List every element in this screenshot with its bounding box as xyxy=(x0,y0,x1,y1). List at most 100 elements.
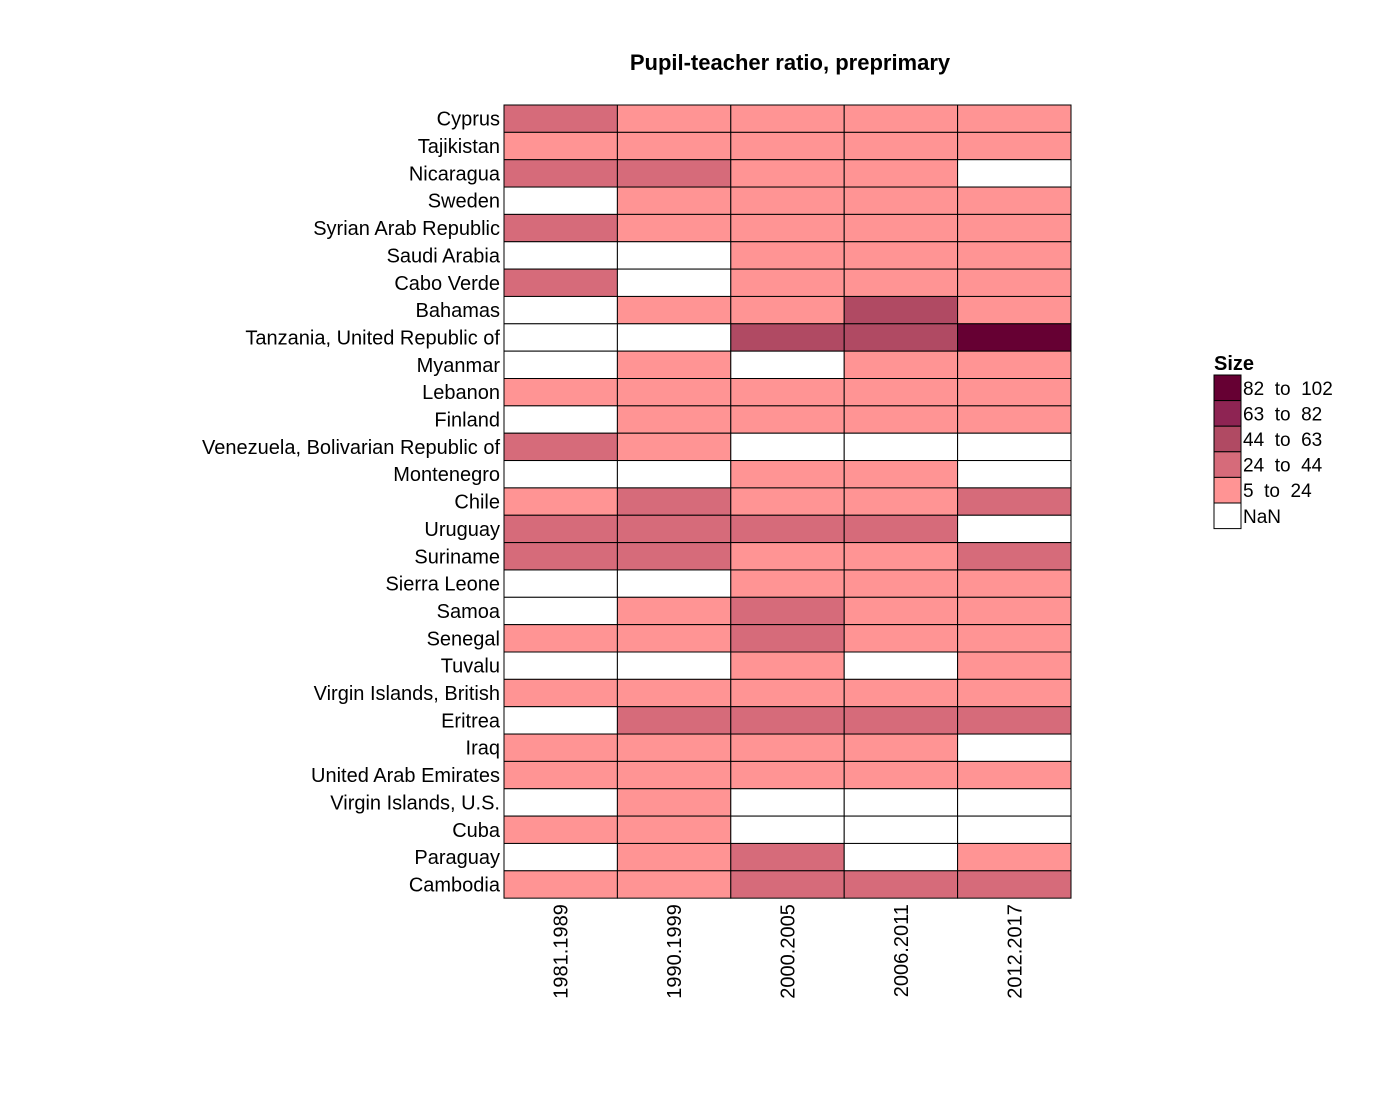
heatmap-cell xyxy=(730,323,845,352)
row-label: Eritrea xyxy=(441,710,501,732)
legend-swatch xyxy=(1213,476,1242,504)
heatmap-cell xyxy=(843,268,959,297)
heatmap-cell xyxy=(843,432,959,462)
chart-title: Pupil-teacher ratio, preprimary xyxy=(630,50,951,75)
row-label: Syrian Arab Republic xyxy=(313,218,500,240)
heatmap-cell xyxy=(730,241,845,270)
heatmap-cell xyxy=(843,323,959,352)
heatmap-cell xyxy=(730,378,845,407)
heatmap-cell xyxy=(616,706,732,735)
heatmap-cell xyxy=(503,186,618,215)
row-label: Virgin Islands, U.S. xyxy=(330,792,500,814)
heatmap-cell xyxy=(843,487,959,516)
row-label: Lebanon xyxy=(422,382,500,404)
heatmap-cell xyxy=(616,460,732,489)
heatmap-cell xyxy=(957,842,1072,872)
heatmap-cell xyxy=(616,295,732,325)
heatmap-cell xyxy=(503,651,618,680)
legend-label: 82 to 102 xyxy=(1243,379,1333,400)
heatmap-cell xyxy=(957,295,1072,325)
heatmap-cell xyxy=(957,350,1072,379)
heatmap-cell xyxy=(843,569,959,598)
legend: Size 82 to 102 63 to 82 44 to 63 24 to 44 5 … xyxy=(1213,353,1333,530)
heatmap-cell xyxy=(730,842,845,872)
row-label: Senegal xyxy=(427,628,500,650)
heatmap-cell xyxy=(957,788,1072,817)
heatmap-cell xyxy=(503,213,618,243)
heatmap-cell xyxy=(957,678,1072,708)
heatmap-cell xyxy=(616,815,732,844)
heatmap-cell xyxy=(503,596,618,626)
heatmap-cell xyxy=(616,487,732,516)
heatmap-cell xyxy=(503,870,618,899)
row-label: Cambodia xyxy=(409,874,501,896)
heatmap-cell xyxy=(843,405,959,434)
row-label: Uruguay xyxy=(424,519,500,541)
legend-swatch xyxy=(1213,374,1242,402)
heatmap-cell xyxy=(730,432,845,462)
heatmap-cell xyxy=(616,569,732,598)
heatmap-cell xyxy=(957,460,1072,489)
heatmap-cell xyxy=(730,213,845,243)
heatmap-cell xyxy=(730,460,845,489)
heatmap-cell xyxy=(616,678,732,708)
heatmap-cell xyxy=(730,624,845,653)
heatmap-cell xyxy=(503,131,618,161)
heatmap-cell xyxy=(843,131,959,161)
heatmap-cell xyxy=(843,760,959,790)
heatmap-cells xyxy=(503,104,1072,899)
heatmap-cell xyxy=(843,350,959,379)
heatmap-cell xyxy=(616,405,732,434)
row-label: Tanzania, United Republic of xyxy=(245,327,500,349)
row-label: Bahamas xyxy=(416,300,501,322)
heatmap-cell xyxy=(957,815,1072,844)
heatmap-cell xyxy=(843,624,959,653)
heatmap-cell xyxy=(957,159,1072,188)
heatmap-cell xyxy=(503,514,618,544)
row-label: Virgin Islands, British xyxy=(314,683,500,705)
heatmap-cell xyxy=(843,213,959,243)
legend-label: NaN xyxy=(1243,507,1281,528)
heatmap-cell xyxy=(730,295,845,325)
heatmap-cell xyxy=(957,487,1072,516)
heatmap-cell xyxy=(503,678,618,708)
heatmap-cell xyxy=(957,760,1072,790)
heatmap-cell xyxy=(503,104,618,133)
heatmap-cell xyxy=(957,624,1072,653)
row-label: Chile xyxy=(454,492,500,514)
heatmap-cell xyxy=(730,159,845,188)
heatmap-cell xyxy=(843,815,959,844)
heatmap-cell xyxy=(957,131,1072,161)
heatmap-cell xyxy=(843,678,959,708)
heatmap-cell xyxy=(616,104,732,133)
heatmap-cell xyxy=(843,706,959,735)
heatmap-cell xyxy=(730,651,845,680)
heatmap-cell xyxy=(730,186,845,215)
heatmap-cell xyxy=(503,295,618,325)
heatmap-cell xyxy=(843,186,959,215)
heatmap-cell xyxy=(616,131,732,161)
heatmap-cell xyxy=(730,596,845,626)
heatmap-cell xyxy=(730,870,845,899)
heatmap-cell xyxy=(730,678,845,708)
heatmap-cell xyxy=(957,542,1072,571)
heatmap-cell xyxy=(843,295,959,325)
legend-label: 63 to 82 xyxy=(1243,404,1322,425)
heatmap-cell xyxy=(616,733,732,762)
heatmap-cell xyxy=(503,842,618,872)
column-label: 1990.1999 xyxy=(664,904,686,999)
heatmap-cell xyxy=(957,651,1072,680)
heatmap-cell xyxy=(503,350,618,379)
heatmap-cell xyxy=(616,241,732,270)
heatmap-cell xyxy=(843,870,959,899)
heatmap-cell xyxy=(503,706,618,735)
heatmap-cell xyxy=(957,323,1072,352)
heatmap-cell xyxy=(616,542,732,571)
heatmap-cell xyxy=(957,378,1072,407)
heatmap-cell xyxy=(616,432,732,462)
heatmap-cell xyxy=(957,596,1072,626)
heatmap-cell xyxy=(616,268,732,297)
heatmap-cell xyxy=(730,542,845,571)
heatmap-cell xyxy=(503,815,618,844)
row-label: Venezuela, Bolivarian Republic of xyxy=(202,437,500,459)
